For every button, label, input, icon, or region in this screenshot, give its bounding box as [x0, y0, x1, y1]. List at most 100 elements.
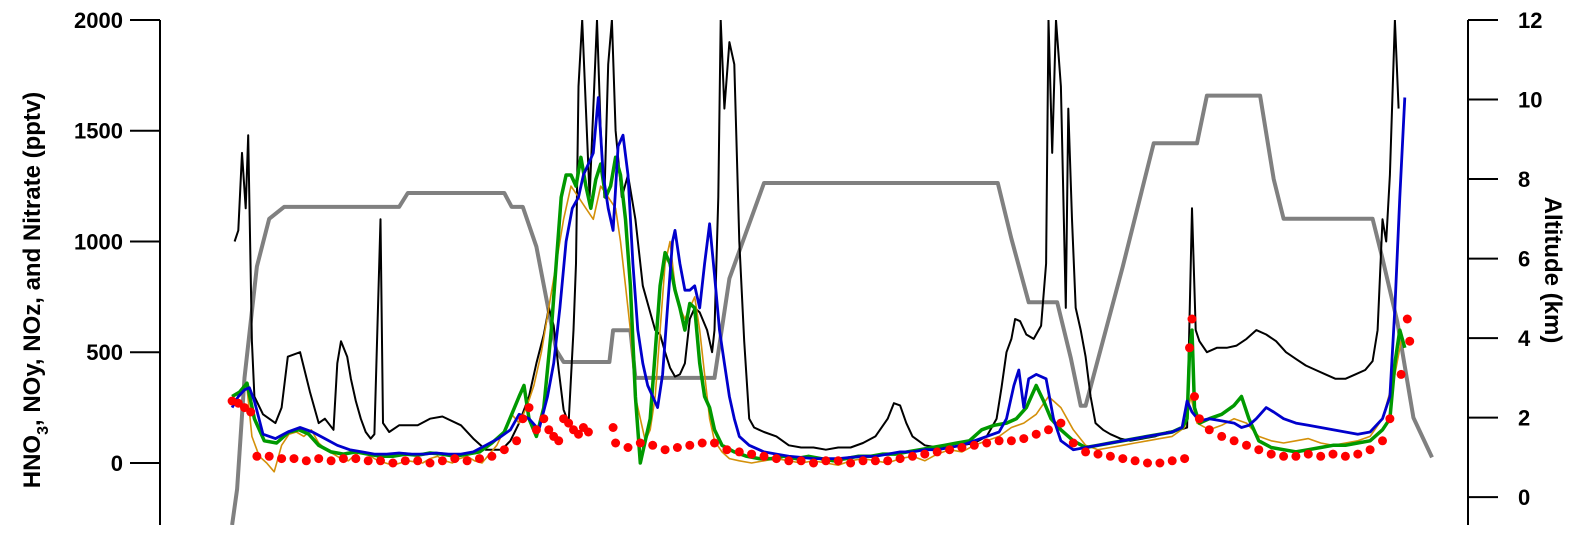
- nitrate-point: [462, 456, 472, 466]
- nitrate-point: [388, 458, 398, 468]
- nitrate-point: [759, 451, 769, 461]
- nitrate-point: [246, 407, 256, 417]
- plot-area: [227, 20, 1434, 525]
- nitrate-point: [437, 456, 447, 466]
- right-axis: 0 2 4 6 8 10 12: [1468, 8, 1542, 510]
- nitrate-point: [1328, 449, 1338, 459]
- nitrate-point: [363, 456, 373, 466]
- y-right-tick-label: 0: [1518, 485, 1530, 510]
- series-noz: [230, 96, 1407, 460]
- nitrate-point: [1204, 425, 1214, 435]
- nitrate-point: [1365, 445, 1375, 455]
- nitrate-point: [518, 414, 528, 424]
- nitrate-point: [945, 445, 955, 455]
- nitrate-point: [554, 436, 564, 446]
- nitrate-point: [425, 458, 435, 468]
- y-left-tick-label: 1500: [74, 119, 123, 144]
- left-axis: 0 500 1000 1500 2000: [74, 8, 160, 476]
- nitrate-point: [1385, 414, 1395, 424]
- nitrate-point: [1093, 449, 1103, 459]
- nitrate-point: [289, 454, 299, 464]
- nitrate-point: [994, 436, 1004, 446]
- nitrate-point: [326, 456, 336, 466]
- nitrate-point: [1081, 447, 1091, 457]
- nitrate-point: [1279, 451, 1289, 461]
- nitrate-point: [376, 456, 385, 466]
- nitrate-point: [1019, 434, 1029, 444]
- y-right-tick-label: 6: [1518, 247, 1530, 272]
- nitrate-point: [1143, 458, 1152, 468]
- nitrate-point: [1353, 449, 1363, 459]
- nitrate-point: [1229, 436, 1239, 446]
- nitrate-point: [895, 454, 905, 464]
- nitrate-point: [660, 445, 670, 455]
- nitrate-point: [796, 456, 806, 466]
- nitrate-point: [623, 443, 633, 452]
- nitrate-point: [870, 456, 880, 466]
- nitrate-point: [544, 425, 554, 435]
- nitrate-point: [1118, 454, 1128, 464]
- nitrate-point: [1194, 414, 1204, 424]
- nitrate-point: [608, 423, 618, 432]
- y-right-tick-label: 2: [1518, 406, 1530, 431]
- nitrate-point: [672, 443, 682, 452]
- nitrate-point: [1266, 449, 1276, 459]
- y-right-tick-label: 4: [1518, 326, 1531, 351]
- nitrate-point: [1378, 436, 1387, 446]
- series-altitude: [230, 93, 1434, 525]
- nitrate-point: [809, 458, 818, 468]
- nitrate-point: [1190, 392, 1199, 401]
- nitrate-point: [685, 440, 695, 450]
- nitrate-point: [499, 445, 509, 455]
- y-left-tick-label: 0: [111, 451, 123, 476]
- nitrate-point: [531, 425, 541, 435]
- nitrate-point: [1254, 445, 1264, 455]
- nitrate-point: [1187, 314, 1197, 324]
- series-group: [227, 20, 1434, 525]
- nitrate-point: [1130, 456, 1140, 466]
- nitrate-point: [1340, 451, 1350, 461]
- nitrate-point: [1402, 314, 1412, 324]
- y-left-tick-label: 500: [86, 340, 123, 365]
- nitrate-point: [524, 403, 534, 413]
- y-right-tick-label: 10: [1518, 88, 1542, 113]
- nitrate-point: [564, 418, 574, 428]
- nitrate-point: [1044, 425, 1053, 435]
- nitrate-point: [710, 438, 719, 448]
- nitrate-point: [1056, 418, 1066, 428]
- nitrate-point: [583, 427, 593, 437]
- nitrate-point: [1405, 336, 1415, 346]
- nitrate-point: [338, 454, 348, 464]
- nitrate-point: [301, 456, 311, 466]
- nitrate-point: [648, 440, 658, 450]
- nitrate-point: [1291, 451, 1301, 461]
- y-right-tick-label: 8: [1518, 167, 1530, 192]
- nitrate-point: [475, 454, 484, 464]
- nitrate-point: [697, 438, 707, 448]
- nitrate-point: [722, 445, 732, 455]
- y-axis-left-label: HNO3, NOy, NOz, and Nitrate (pptv): [19, 92, 52, 489]
- nitrate-point: [1068, 438, 1078, 448]
- nitrate-point: [1185, 343, 1194, 353]
- series-hno3_fast: [231, 185, 1402, 473]
- nitrate-point: [1031, 429, 1041, 439]
- nitrate-point: [1396, 369, 1406, 379]
- nitrate-point: [747, 449, 757, 459]
- nitrate-point: [1242, 440, 1251, 450]
- nitrate-point: [252, 451, 262, 461]
- nitrate-point: [1217, 431, 1227, 441]
- nitrate-point: [264, 451, 274, 461]
- nitrate-point: [351, 454, 361, 464]
- nitrate-point: [969, 440, 979, 450]
- nitrate-point: [982, 438, 992, 448]
- nitrate-point: [1006, 436, 1016, 446]
- nitrate-point: [277, 454, 287, 464]
- nitrate-point: [784, 456, 794, 466]
- nitrate-point: [1105, 451, 1115, 461]
- nitrate-point: [400, 456, 410, 466]
- nitrate-point: [611, 438, 621, 448]
- nitrate-point: [858, 456, 868, 466]
- nitrate-point: [1167, 456, 1177, 466]
- nitrate-point: [413, 456, 423, 466]
